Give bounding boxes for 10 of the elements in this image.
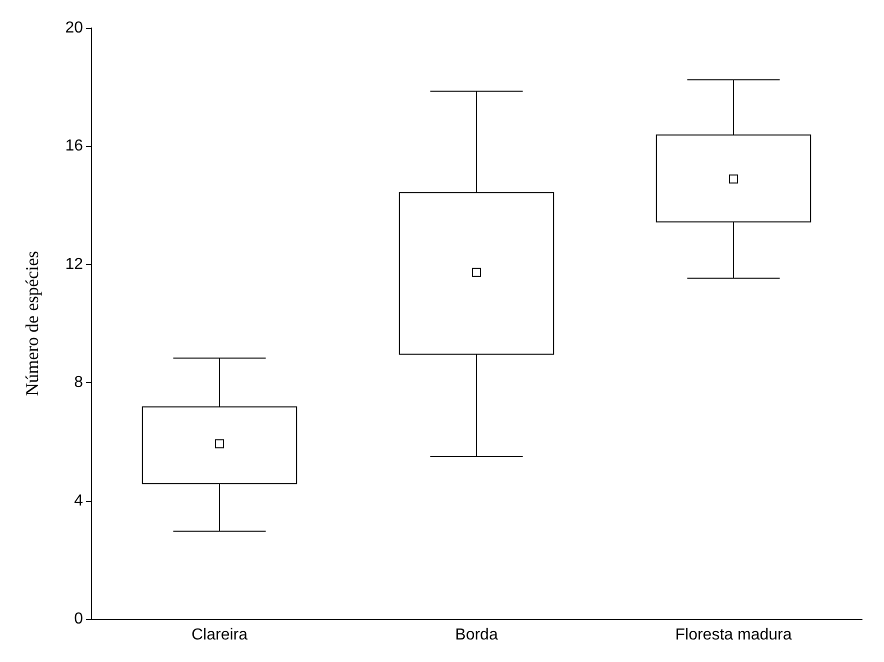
y-tick-label: 0 — [74, 610, 84, 628]
x-tick-label: Clareira — [191, 626, 248, 644]
x-tick-label: Borda — [455, 626, 498, 644]
y-tick-label: 16 — [65, 138, 84, 155]
y-tick-label: 8 — [74, 374, 84, 392]
y-tick-label: 4 — [74, 492, 84, 510]
y-tick-label: 20 — [65, 20, 84, 36]
y-axis-title: Número de espécies — [22, 251, 42, 396]
x-tick-label: Floresta madura — [675, 626, 792, 644]
y-tick-label: 12 — [65, 256, 84, 273]
